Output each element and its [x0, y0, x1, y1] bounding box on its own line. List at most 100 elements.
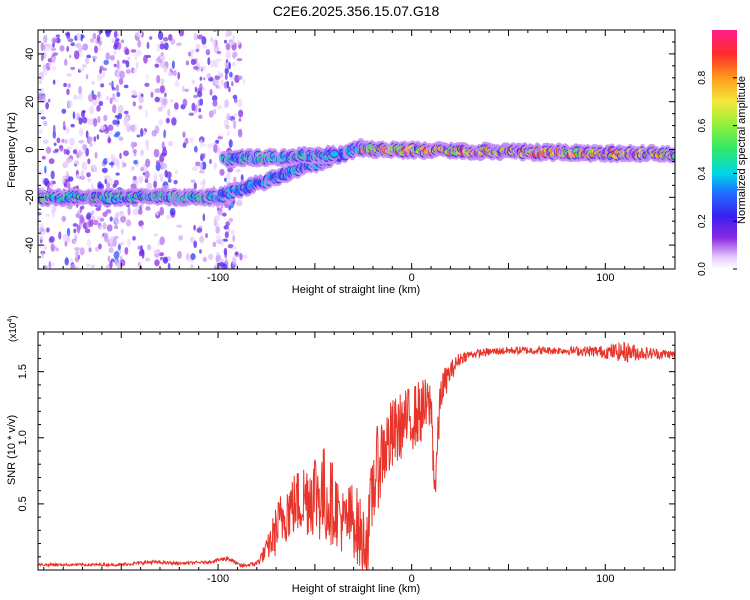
spectrogram-noise-speck [116, 120, 120, 125]
spectrogram-noise-speck [238, 109, 244, 118]
spectrogram-noise-speck [233, 120, 237, 130]
spectrogram-noise-speck [92, 32, 97, 40]
spectrogram-noise-speck [154, 259, 160, 267]
spectrogram-noise-speck [45, 102, 50, 110]
spectrogram-noise-speck [113, 98, 119, 103]
spectrogram-noise-speck [161, 148, 168, 157]
spectrogram-noise-speck [99, 217, 105, 222]
spectrogram-noise-speck [76, 32, 81, 41]
spectrogram-noise-speck [78, 149, 82, 157]
spectrogram-noise-speck [228, 217, 234, 223]
spectrogram-noise-speck [162, 256, 169, 264]
spectrogram-noise-speck [232, 51, 238, 58]
y-tick-label: 0 [24, 146, 36, 152]
spectrogram-noise-speck [87, 158, 91, 165]
spectrogram-noise-speck [107, 124, 114, 132]
spectrogram-noise-speck [113, 235, 119, 240]
spectrogram-noise-speck [191, 79, 196, 85]
spectrogram-noise-speck [80, 169, 85, 178]
spectrogram-noise-speck [81, 109, 86, 114]
spectrogram-noise-speck [40, 53, 44, 61]
spectrogram-noise-speck [215, 226, 221, 234]
spectrogram-noise-speck [82, 143, 87, 151]
spectrogram-noise-speck [64, 257, 69, 266]
snr-series-line [38, 341, 675, 570]
colorbar-label: Normalized spectral amplitude [736, 76, 748, 224]
spectrogram-noise-speck [49, 236, 55, 243]
spectrogram-noise-speck [236, 98, 243, 108]
spectrogram-noise-speck [125, 219, 132, 227]
spectrogram-noise-speck [39, 227, 45, 233]
spectrogram-noise-speck [225, 50, 232, 59]
spectrogram-noise-speck [110, 154, 116, 162]
spectrogram-noise-speck [41, 95, 46, 103]
spectrogram-noise-speck [44, 45, 51, 52]
spectrogram-noise-speck [101, 67, 108, 71]
spectrogram-noise-speck [100, 234, 104, 239]
spectrogram-noise-speck [167, 262, 171, 269]
spectrogram-noise-speck [228, 86, 231, 93]
spectrogram-noise-speck [131, 166, 135, 171]
spectrogram-noise-speck [189, 136, 194, 144]
spectrogram-noise-speck [132, 175, 137, 181]
spectrogram-noise-speck [222, 238, 229, 242]
spectrogram-noise-speck [134, 31, 139, 36]
spectrogram-noise-speck [123, 84, 129, 89]
spectrogram-y-axis: -40 -20 0 20 40 [24, 29, 675, 270]
spectrogram-noise-speck [91, 55, 98, 60]
spectrogram-noise-speck [116, 59, 120, 69]
spectrogram-noise-speck [65, 32, 70, 36]
spectrogram-noise-speck [59, 144, 64, 152]
spectrogram-noise-speck [138, 105, 143, 110]
snr-scale-note-base: (x10 [8, 322, 19, 342]
snr-y-label: SNR (10 * v/v) [6, 415, 18, 485]
x-tick-label: 100 [596, 272, 614, 284]
spectrogram-noise-speck [158, 173, 164, 178]
spectrogram-noise-speck [172, 70, 177, 77]
spectrogram-noise-speck [43, 120, 48, 127]
spectrogram-noise-speck [112, 104, 117, 114]
spectrogram-noise-speck [100, 83, 105, 88]
spectrogram-noise-speck [182, 131, 186, 138]
spectrogram-noise-speck [70, 263, 76, 269]
spectrogram-noise-speck [205, 49, 211, 56]
spectrogram-noise-speck [225, 31, 229, 39]
spectrogram-noise-speck [118, 210, 124, 215]
spectrogram-noise-speck [232, 234, 236, 243]
spectrogram-noise-speck [85, 147, 89, 157]
spectrogram-noise-speck [73, 94, 79, 100]
spectrogram-noise-speck [111, 38, 116, 44]
spectrogram-noise-speck [65, 126, 70, 134]
spectrogram-noise-speck [193, 182, 197, 190]
spectrogram-noise-speck [106, 157, 110, 164]
spectrogram-noise-speck [67, 83, 71, 88]
spectrogram-noise-speck [190, 253, 196, 261]
spectrogram-noise-speck [68, 54, 72, 58]
spectrogram-noise-speck [61, 138, 65, 143]
spectrogram-noise-speck [52, 65, 57, 71]
spectrogram-noise-speck [236, 39, 240, 46]
spectrogram-noise-speck [66, 227, 71, 237]
spectrogram-noise-speck [120, 39, 125, 44]
spectrogram-noise-speck [75, 115, 78, 122]
spectrogram-noise-speck [154, 63, 160, 68]
spectrogram-noise-speck [63, 82, 67, 88]
spectrogram-noise-speck [237, 75, 243, 80]
spectrogram-noise-speck [212, 39, 216, 47]
spectrogram-noise-speck [130, 183, 137, 190]
spectrogram-noise-speck [194, 86, 198, 93]
spectrogram-noise-speck [237, 198, 242, 207]
spectrogram-noise-speck [185, 252, 190, 261]
spectrogram-noise-speck [153, 180, 158, 189]
spectrogram-noise-speck [161, 78, 165, 84]
spectrogram-noise-speck [235, 169, 241, 173]
spectrogram-noise-speck [67, 235, 71, 243]
spectrogram-noise-speck [125, 60, 130, 68]
spectrogram-noise-speck [208, 253, 214, 261]
spectrogram-noise-speck [212, 30, 217, 33]
spectrogram-noise-speck [115, 84, 120, 92]
spectrogram-noise-speck [102, 211, 108, 218]
spectrogram-noise-speck [89, 38, 95, 43]
spectrogram-noise-speck [168, 34, 173, 41]
spectrogram-noise-speck [155, 211, 159, 216]
